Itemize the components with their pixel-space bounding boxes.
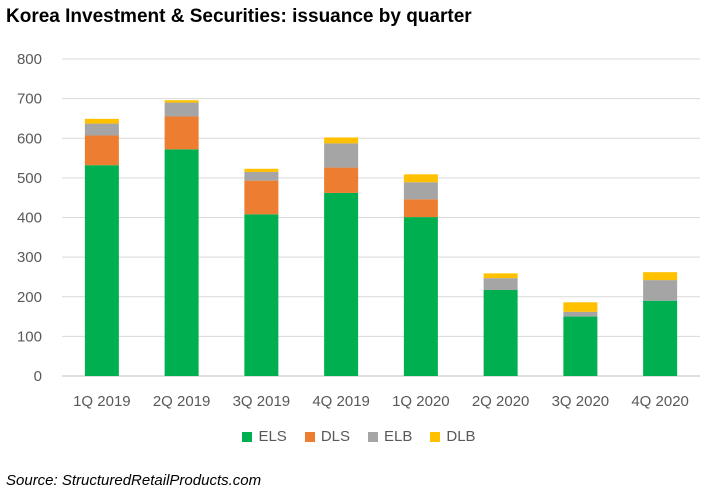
bar-dls: [244, 180, 279, 215]
x-axis-ticks: 1Q 2019 2Q 2019 3Q 2019 4Q 2019 1Q 2020 2Q 20…: [73, 393, 689, 410]
bar-elb: [563, 311, 598, 317]
bar-elb: [403, 182, 438, 200]
bar-dlb: [164, 100, 199, 103]
bar-dlb: [483, 273, 518, 279]
bar-els: [164, 149, 199, 376]
legend-swatch: [368, 431, 378, 442]
chart-title: Korea Investment & Securities: issuance …: [6, 6, 472, 27]
bars: [84, 100, 678, 376]
y-tick-label: 700: [17, 91, 42, 108]
x-tick-label: 2Q 2019: [153, 393, 211, 410]
bar-dlb: [403, 174, 438, 183]
chart-plot: 0 100 200 300 400 500 600 700 800 1Q 2019 2Q 2019…: [17, 51, 700, 410]
bar-elb: [84, 123, 119, 136]
bar-dlb: [324, 137, 359, 144]
bar-elb: [643, 280, 678, 301]
legend-swatch: [430, 431, 441, 442]
legend-item-elb: ELB: [368, 428, 412, 445]
y-tick-label: 300: [17, 249, 42, 266]
bar-elb: [244, 171, 279, 181]
x-tick-label: 4Q 2020: [631, 393, 689, 410]
bar-dlb: [244, 168, 279, 172]
y-tick-label: 400: [17, 210, 42, 227]
bar-dlb: [563, 302, 598, 312]
bar-els: [84, 165, 119, 376]
legend-label: ELS: [258, 428, 287, 445]
x-tick-label: 1Q 2020: [392, 393, 450, 410]
legend-item-els: ELS: [242, 428, 287, 445]
bar-dlb: [84, 118, 119, 124]
bar-dls: [403, 199, 438, 218]
legend-label: DLB: [446, 428, 476, 445]
y-tick-label: 200: [17, 289, 42, 306]
bar-els: [643, 300, 678, 376]
gridlines: [62, 58, 700, 377]
y-axis-ticks: 0 100 200 300 400 500 600 700 800: [17, 51, 42, 385]
bar-dlb: [643, 272, 678, 281]
y-tick-label: 800: [17, 51, 42, 68]
legend-label: DLS: [320, 428, 350, 445]
x-tick-label: 1Q 2019: [73, 393, 131, 410]
source-note: Source: StructuredRetailProducts.com: [6, 472, 262, 489]
y-tick-label: 100: [17, 328, 42, 345]
bar-dls: [164, 116, 199, 150]
bar-els: [563, 316, 598, 376]
bar-elb: [324, 143, 359, 168]
legend-swatch: [242, 431, 253, 442]
x-tick-label: 2Q 2020: [472, 393, 530, 410]
x-tick-label: 3Q 2020: [552, 393, 610, 410]
x-tick-label: 4Q 2019: [312, 393, 370, 410]
bar-els: [244, 214, 279, 376]
y-tick-label: 0: [34, 368, 42, 385]
bar-els: [483, 290, 518, 376]
legend-swatch: [304, 431, 315, 442]
legend: ELS DLS ELB DLB: [0, 428, 718, 445]
bar-dls: [84, 135, 119, 166]
bar-elb: [483, 278, 518, 291]
legend-item-dls: DLS: [304, 428, 350, 445]
x-tick-label: 3Q 2019: [233, 393, 291, 410]
bar-dls: [324, 167, 359, 193]
y-tick-label: 500: [17, 170, 42, 187]
bar-els: [403, 217, 438, 376]
legend-label: ELB: [384, 428, 413, 445]
bar-elb: [164, 102, 199, 117]
legend-item-dlb: DLB: [430, 428, 476, 445]
y-tick-label: 600: [17, 130, 42, 147]
bar-els: [324, 192, 359, 376]
